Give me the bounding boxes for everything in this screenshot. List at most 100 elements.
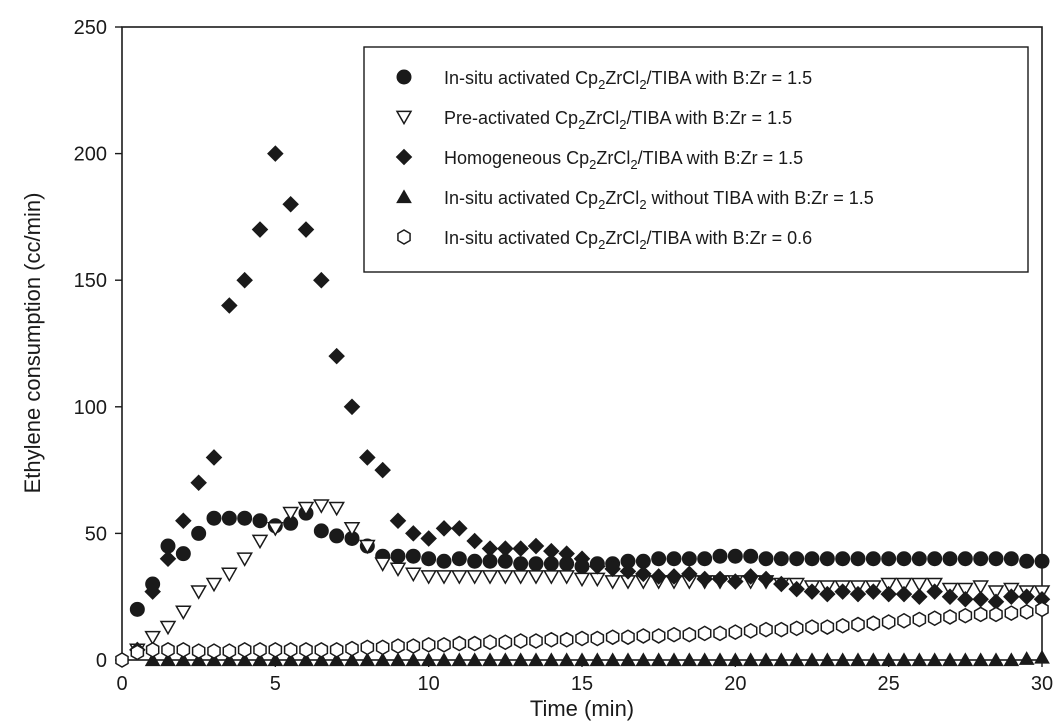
data-point — [712, 548, 728, 564]
data-point — [191, 643, 206, 660]
data-point — [604, 652, 621, 667]
data-point — [988, 551, 1004, 567]
x-tick-label: 10 — [418, 673, 440, 695]
data-point — [559, 631, 574, 648]
data-point — [651, 628, 666, 644]
data-point — [389, 562, 407, 578]
data-point — [589, 572, 606, 588]
data-point — [190, 652, 207, 667]
data-point — [865, 551, 881, 567]
data-point — [880, 585, 897, 603]
data-point — [696, 652, 713, 667]
data-point — [160, 652, 176, 667]
data-point — [835, 551, 851, 567]
data-point — [727, 652, 744, 667]
data-point — [849, 585, 867, 603]
data-point — [221, 652, 238, 667]
data-point — [942, 551, 958, 567]
data-point — [558, 545, 575, 562]
data-point — [236, 552, 253, 567]
data-point — [820, 619, 835, 635]
data-point — [988, 652, 1004, 667]
data-point — [360, 639, 375, 656]
series-5 — [115, 601, 1049, 668]
legend-entry: In-situ activated Cp2ZrCl2/TIBA with B:Z… — [397, 228, 812, 252]
y-tick-label: 200 — [74, 144, 107, 166]
data-point — [558, 570, 575, 585]
data-point — [681, 652, 698, 667]
data-point — [912, 611, 927, 628]
data-point — [957, 551, 973, 567]
legend-marker — [395, 148, 413, 166]
data-point — [405, 548, 421, 564]
data-point — [651, 551, 667, 567]
data-point — [236, 652, 253, 667]
data-point — [911, 551, 927, 567]
legend-entry: In-situ activated Cp2ZrCl2/TIBA with B:Z… — [396, 68, 812, 92]
y-tick-label: 50 — [85, 523, 107, 545]
data-point — [159, 550, 177, 567]
data-point — [589, 558, 606, 575]
data-point — [713, 625, 727, 642]
data-point — [405, 525, 422, 542]
data-point — [529, 633, 543, 649]
data-point — [237, 642, 252, 658]
data-point — [512, 652, 529, 667]
data-point — [466, 570, 483, 585]
data-point — [742, 652, 759, 667]
data-point — [267, 652, 284, 667]
data-point — [481, 540, 499, 557]
y-tick-label: 250 — [74, 17, 107, 39]
data-point — [743, 623, 758, 639]
data-point — [543, 570, 560, 585]
data-point — [650, 652, 667, 667]
data-point — [175, 546, 191, 562]
data-point — [697, 625, 712, 642]
legend-entry: Homogeneous Cp2ZrCl2/TIBA with B:Zr = 1.… — [395, 148, 803, 172]
data-point — [681, 565, 698, 583]
data-point — [144, 583, 161, 600]
data-point — [697, 551, 713, 567]
data-point — [942, 652, 958, 667]
data-point — [467, 553, 483, 569]
data-point — [282, 506, 299, 522]
data-point — [391, 638, 405, 654]
data-point — [973, 551, 989, 567]
data-point — [1018, 651, 1035, 665]
data-point — [144, 652, 161, 667]
data-point — [543, 542, 560, 560]
data-point — [1035, 601, 1049, 618]
data-point — [543, 652, 560, 667]
x-tick-label: 30 — [1031, 673, 1053, 695]
data-point — [742, 568, 759, 585]
x-tick-label: 15 — [571, 673, 593, 695]
data-point — [175, 652, 192, 667]
data-point — [758, 551, 774, 567]
data-point — [589, 652, 606, 667]
data-point — [620, 652, 636, 667]
data-point — [895, 577, 913, 593]
data-point — [635, 565, 652, 583]
data-point — [207, 643, 221, 660]
data-point — [881, 551, 897, 567]
data-point — [206, 510, 222, 526]
data-point — [989, 606, 1003, 623]
data-point — [405, 652, 422, 667]
data-point — [451, 520, 468, 537]
data-point — [1019, 553, 1035, 569]
data-point — [328, 652, 345, 667]
data-point — [421, 636, 436, 653]
data-point — [191, 525, 207, 541]
data-point — [328, 347, 345, 365]
data-point — [665, 568, 683, 585]
data-point — [604, 560, 621, 578]
data-point — [957, 652, 974, 667]
data-point — [190, 474, 207, 492]
data-point — [604, 575, 621, 590]
data-point — [329, 642, 344, 658]
data-point — [712, 652, 728, 667]
data-point — [896, 551, 912, 567]
data-point — [175, 512, 192, 530]
data-point — [467, 635, 482, 652]
